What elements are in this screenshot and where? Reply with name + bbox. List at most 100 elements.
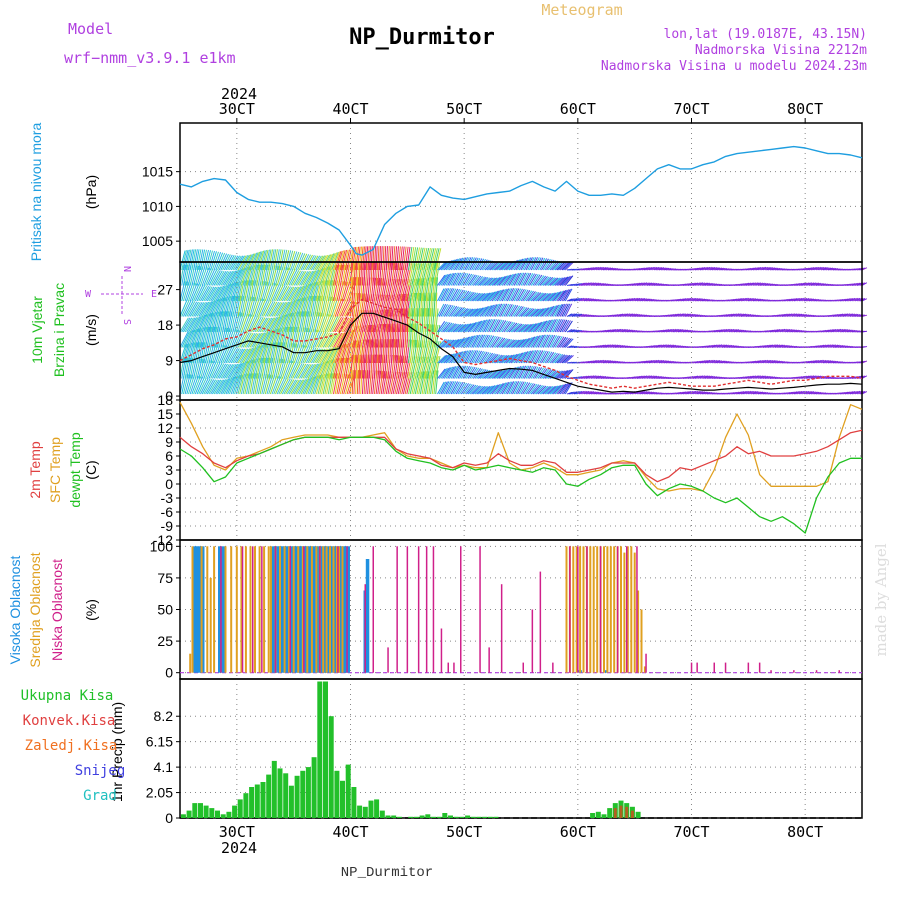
wind-barb bbox=[575, 297, 581, 302]
wind-barb bbox=[218, 271, 229, 286]
wind-barb bbox=[786, 345, 793, 348]
wind-barb bbox=[677, 298, 683, 302]
wind-barb bbox=[433, 262, 439, 286]
wind-barb bbox=[419, 371, 425, 395]
wind-barb bbox=[689, 375, 695, 379]
temperature-unit: (C) bbox=[83, 460, 99, 479]
wind-barb bbox=[251, 252, 259, 271]
wind-barb bbox=[623, 298, 629, 302]
wind-barb bbox=[812, 375, 818, 379]
wind-barb bbox=[314, 255, 324, 271]
wind-barb bbox=[365, 325, 371, 348]
wind-barb bbox=[609, 360, 615, 364]
wind-barb bbox=[394, 262, 400, 286]
wind-barb bbox=[486, 353, 495, 364]
wind-barb bbox=[532, 274, 541, 286]
wind-barb bbox=[585, 282, 591, 286]
wind-barb bbox=[518, 272, 527, 286]
wind-barb bbox=[657, 359, 663, 364]
wind-barb bbox=[549, 385, 559, 395]
wind-barb bbox=[292, 362, 301, 379]
cloud-mid-bar bbox=[329, 546, 331, 673]
wind-barb bbox=[252, 251, 261, 271]
wind-barb bbox=[687, 297, 694, 302]
wind-barb bbox=[454, 365, 462, 379]
wind-barb bbox=[793, 329, 799, 333]
wind-barb bbox=[602, 344, 608, 348]
wind-barb bbox=[196, 285, 206, 302]
wind-barb bbox=[479, 386, 489, 395]
wind-barb bbox=[634, 375, 641, 379]
wind-barb bbox=[452, 338, 462, 348]
pressure-line bbox=[179, 145, 863, 256]
wind-barb bbox=[684, 283, 690, 286]
wind-barb bbox=[476, 276, 485, 286]
wind-barb bbox=[465, 257, 474, 271]
wind-barb bbox=[631, 330, 637, 333]
wind-barb bbox=[196, 249, 202, 271]
wind-barb bbox=[703, 359, 709, 364]
wind-barb bbox=[479, 292, 489, 302]
wind-barb bbox=[652, 266, 658, 271]
wind-barb bbox=[638, 314, 644, 317]
wind-barb bbox=[484, 277, 494, 286]
wind-barb bbox=[474, 334, 482, 348]
wind-barb bbox=[309, 376, 317, 395]
wind-barb bbox=[529, 257, 537, 271]
wind-barb bbox=[520, 381, 529, 395]
wind-barb bbox=[715, 267, 721, 271]
wind-barb bbox=[831, 344, 837, 348]
wind-barb bbox=[520, 351, 529, 364]
wind-barb bbox=[355, 277, 358, 302]
wind-barb bbox=[803, 314, 810, 317]
cloud-mid-bar bbox=[254, 546, 256, 673]
wind-barb bbox=[442, 304, 450, 317]
wind-barb bbox=[324, 359, 332, 379]
wind-barb bbox=[706, 344, 712, 348]
wind-barb bbox=[607, 267, 614, 271]
wind-barb bbox=[298, 271, 309, 286]
wind-barb bbox=[805, 390, 811, 395]
wind-barb bbox=[341, 249, 348, 271]
wind-barb bbox=[513, 272, 522, 286]
wind-barb bbox=[240, 313, 249, 333]
wind-barb bbox=[375, 246, 378, 271]
wind-barb bbox=[629, 283, 636, 286]
wind-barb bbox=[295, 311, 301, 333]
wind-barb bbox=[815, 345, 822, 348]
wind-barb bbox=[774, 344, 781, 348]
wind-barb bbox=[703, 298, 709, 302]
wind-barb bbox=[196, 342, 202, 364]
cloud-low-bar bbox=[447, 662, 449, 673]
wind-barb bbox=[619, 313, 625, 317]
wind-barb bbox=[263, 281, 270, 302]
wind-barb bbox=[520, 289, 529, 302]
wind-barb bbox=[414, 278, 420, 302]
clouds-ytick-label: 25 bbox=[157, 633, 173, 649]
wind-barb bbox=[373, 277, 379, 302]
wind-barb bbox=[240, 348, 251, 364]
wind-barb bbox=[264, 317, 275, 333]
wind-barb bbox=[331, 297, 339, 317]
wind-barb bbox=[193, 302, 203, 317]
wind-barb bbox=[476, 320, 485, 333]
wind-barb bbox=[491, 290, 500, 302]
wind-barb bbox=[397, 355, 403, 379]
wind-barb bbox=[523, 272, 532, 286]
wind-barb bbox=[447, 366, 455, 379]
cloud-low-bar bbox=[747, 662, 750, 673]
wind-barb bbox=[641, 375, 648, 379]
wind-barb bbox=[698, 391, 704, 395]
wind-barb bbox=[421, 292, 425, 317]
pressure-ytick-label: 1010 bbox=[142, 198, 173, 214]
wind-barb bbox=[452, 323, 462, 333]
wind-barb bbox=[518, 324, 528, 333]
wind-barb bbox=[525, 308, 535, 317]
wind-barb bbox=[752, 391, 758, 395]
wind-barb bbox=[382, 246, 385, 271]
wind-barb bbox=[568, 329, 574, 333]
wind-barb bbox=[534, 335, 542, 348]
wind-barb bbox=[447, 305, 456, 317]
wind-barb bbox=[481, 352, 490, 364]
wind-barb bbox=[247, 296, 254, 317]
